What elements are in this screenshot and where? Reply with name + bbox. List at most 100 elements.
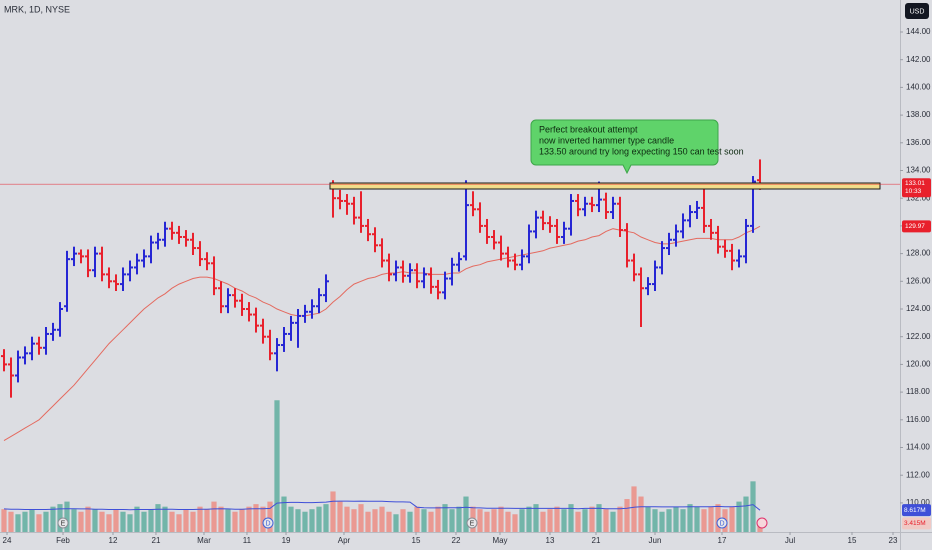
volume-bar	[547, 509, 553, 532]
annotation-line: 133.50 around try long expecting 150 can…	[539, 146, 744, 156]
volume-bar	[435, 506, 441, 532]
volume-bar	[78, 511, 84, 532]
x-tick-label: Mar	[197, 536, 211, 545]
volume-bar	[715, 504, 721, 532]
y-tick-label: 132.00	[906, 193, 931, 202]
volume-bar	[680, 509, 686, 532]
x-tick-label: 11	[243, 536, 252, 545]
volume-bar	[134, 506, 140, 532]
news-marker[interactable]	[756, 517, 768, 529]
volume-bar	[617, 506, 623, 532]
volume-bar	[225, 509, 231, 532]
dividend-marker[interactable]	[262, 517, 274, 529]
volume-tag	[902, 517, 931, 530]
countdown-label: 10:33	[905, 188, 922, 195]
volume-bar	[645, 506, 651, 532]
volume-bar	[428, 511, 434, 532]
volume-bar	[211, 501, 217, 532]
dividend-marker[interactable]	[716, 517, 728, 529]
y-tick-label: 112.00	[906, 470, 930, 479]
volume-bar	[575, 511, 581, 532]
x-tick-label: 19	[282, 536, 291, 545]
volume-bar	[8, 511, 14, 532]
x-tick-label: Feb	[56, 536, 70, 545]
volume-bar	[64, 501, 70, 532]
x-tick-label: 15	[412, 536, 421, 545]
event-label: D	[265, 520, 270, 527]
x-tick-label: Jul	[785, 536, 795, 545]
x-tick-label: 22	[452, 536, 461, 545]
volume-bar	[638, 496, 644, 532]
ma-tag-label: 129.97	[905, 223, 925, 230]
volume-bar	[155, 504, 161, 532]
volume-bar	[491, 509, 497, 532]
volume-bar	[456, 506, 462, 532]
event-label: D	[719, 520, 724, 527]
earnings-marker[interactable]	[57, 517, 69, 529]
volume-bar	[568, 504, 574, 532]
y-tick-label: 114.00	[906, 443, 930, 452]
volume-bar	[204, 509, 210, 532]
price-pane	[0, 159, 763, 442]
y-tick-label: 124.00	[906, 304, 931, 313]
y-tick-label: 138.00	[906, 110, 931, 119]
volume-bar	[659, 511, 665, 532]
volume-bar	[652, 509, 658, 532]
x-tick-label: Jun	[649, 536, 662, 545]
volume-bar	[176, 514, 182, 532]
volume-ma-tag	[902, 504, 931, 517]
volume-bar	[505, 511, 511, 532]
volume-bar	[750, 481, 756, 532]
volume-bar	[29, 509, 35, 532]
volume-bar	[603, 509, 609, 532]
annotation: Perfect breakout attempt now inverted ha…	[530, 119, 744, 175]
volume-bar	[708, 506, 714, 532]
volume-bar	[743, 496, 749, 532]
volume-bar	[561, 509, 567, 532]
volume-bar	[141, 511, 147, 532]
volume-bar	[694, 506, 700, 532]
y-tick-label: 126.00	[906, 276, 931, 285]
y-tick-label: 136.00	[906, 138, 931, 147]
y-tick-label: 144.00	[906, 27, 931, 36]
volume-bar	[1, 509, 7, 532]
x-tick-label: 21	[592, 536, 601, 545]
volume-bar	[295, 509, 301, 532]
volume-bar	[582, 509, 588, 532]
volume-bar	[589, 506, 595, 532]
volume-bar	[365, 511, 371, 532]
y-tick-label: 140.00	[906, 83, 931, 92]
x-tick-label: 12	[109, 536, 118, 545]
volume-bar	[540, 511, 546, 532]
volume-bar	[666, 509, 672, 532]
volume-bar	[519, 509, 525, 532]
earnings-marker[interactable]	[466, 517, 478, 529]
volume-bar	[687, 504, 693, 532]
ma-tag	[902, 220, 931, 233]
volume-bar	[239, 509, 245, 532]
volume-bar	[92, 509, 98, 532]
x-tick-label: 13	[546, 536, 555, 545]
volume-bar	[183, 509, 189, 532]
price-tag	[902, 178, 931, 198]
currency-button[interactable]	[905, 3, 929, 19]
volume-bar	[57, 504, 63, 532]
volume-bar	[484, 511, 490, 532]
volume-bar	[372, 509, 378, 532]
volume-bar	[274, 400, 280, 532]
volume-bar	[449, 509, 455, 532]
volume-bar	[351, 509, 357, 532]
x-tick-label: May	[492, 536, 507, 545]
y-tick-label: 118.00	[906, 387, 930, 396]
volume-bar	[407, 511, 413, 532]
ma-line	[3, 225, 761, 442]
x-tick-label: 17	[718, 536, 727, 545]
volume-ma-tag-label: 8.617M	[904, 507, 926, 514]
volume-bar	[379, 506, 385, 532]
y-tick-label: 120.00	[906, 360, 931, 369]
volume-bar	[400, 509, 406, 532]
volume-bar	[323, 504, 329, 532]
x-tick-label: 23	[889, 536, 898, 545]
volume-bar	[106, 514, 112, 532]
